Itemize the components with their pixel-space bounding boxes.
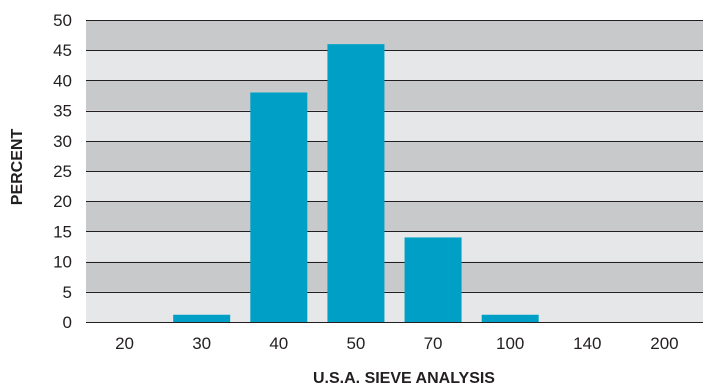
- x-tick-label: 200: [650, 334, 678, 353]
- grid-band: [86, 201, 703, 232]
- grid-band: [86, 171, 703, 202]
- y-axis-title: PERCENT: [9, 129, 26, 206]
- grid-band: [86, 50, 703, 81]
- bar-50: [327, 44, 385, 322]
- x-tick-label: 100: [496, 334, 524, 353]
- grid-band: [86, 110, 703, 141]
- y-tick-label: 10: [53, 253, 72, 272]
- bar-100: [481, 314, 539, 322]
- x-tick-label: 20: [115, 334, 134, 353]
- y-tick-label: 0: [63, 313, 72, 332]
- bar-70: [404, 237, 462, 322]
- x-tick-label: 30: [192, 334, 211, 353]
- y-tick-label: 30: [53, 132, 72, 151]
- gridlines: [86, 20, 703, 323]
- y-tick-label: 35: [53, 102, 72, 121]
- x-tick-label: 40: [269, 334, 288, 353]
- y-tick-label: 50: [53, 11, 72, 30]
- grid-band: [86, 20, 703, 51]
- grid-band: [86, 231, 703, 262]
- x-axis-title: U.S.A. SIEVE ANALYSIS: [313, 370, 495, 385]
- y-tick-label: 40: [53, 71, 72, 90]
- x-tick-label: 140: [573, 334, 601, 353]
- y-tick-label: 25: [53, 162, 72, 181]
- grid-bands: [86, 20, 703, 322]
- y-tick-label: 20: [53, 192, 72, 211]
- y-tick-label: 45: [53, 41, 72, 60]
- grid-band: [86, 80, 703, 111]
- y-tick-label: 15: [53, 222, 72, 241]
- x-tick-label: 50: [346, 334, 365, 353]
- y-tick-label: 5: [63, 283, 72, 302]
- bar-30: [173, 314, 231, 322]
- y-tick-labels: 0 5 10 15 20 25 30 35 40 45 50: [53, 11, 72, 332]
- grid-band: [86, 140, 703, 171]
- bars: [173, 44, 539, 322]
- x-tick-label: 70: [424, 334, 443, 353]
- grid-band: [86, 261, 703, 292]
- bar-40: [250, 92, 308, 322]
- x-tick-labels: 20 30 40 50 70 100 140 200: [115, 334, 679, 353]
